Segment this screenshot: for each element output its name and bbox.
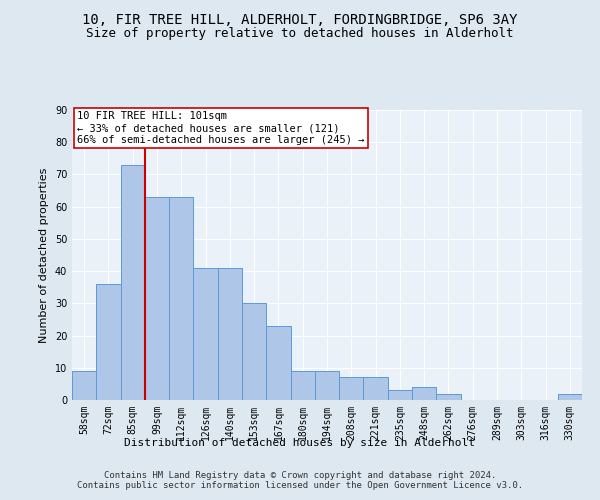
Bar: [145, 197, 169, 400]
Bar: [218, 268, 242, 400]
Bar: [121, 165, 145, 400]
Bar: [436, 394, 461, 400]
Text: 10, FIR TREE HILL, ALDERHOLT, FORDINGBRIDGE, SP6 3AY: 10, FIR TREE HILL, ALDERHOLT, FORDINGBRI…: [82, 12, 518, 26]
Text: Distribution of detached houses by size in Alderholt: Distribution of detached houses by size …: [125, 438, 476, 448]
Text: Size of property relative to detached houses in Alderholt: Size of property relative to detached ho…: [86, 28, 514, 40]
Bar: [558, 394, 582, 400]
Bar: [315, 371, 339, 400]
Bar: [72, 371, 96, 400]
Bar: [290, 371, 315, 400]
Bar: [364, 378, 388, 400]
Bar: [266, 326, 290, 400]
Text: 10 FIR TREE HILL: 101sqm
← 33% of detached houses are smaller (121)
66% of semi-: 10 FIR TREE HILL: 101sqm ← 33% of detach…: [77, 112, 365, 144]
Text: Contains HM Land Registry data © Crown copyright and database right 2024.
Contai: Contains HM Land Registry data © Crown c…: [77, 470, 523, 490]
Bar: [169, 197, 193, 400]
Bar: [96, 284, 121, 400]
Bar: [412, 387, 436, 400]
Bar: [193, 268, 218, 400]
Bar: [388, 390, 412, 400]
Bar: [339, 378, 364, 400]
Y-axis label: Number of detached properties: Number of detached properties: [39, 168, 49, 342]
Bar: [242, 304, 266, 400]
